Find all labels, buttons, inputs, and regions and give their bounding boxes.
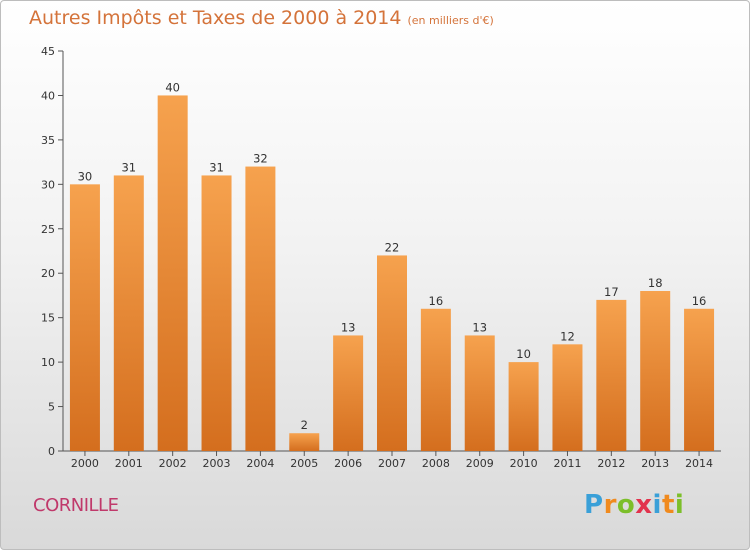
x-tick-label: 2012: [597, 457, 625, 470]
y-tick-label: 0: [48, 445, 55, 458]
chart-title: Autres Impôts et Taxes de 2000 à 2014 (en…: [29, 7, 494, 29]
bar: [377, 255, 407, 451]
bar-value-label: 13: [472, 320, 487, 334]
bar: [552, 344, 583, 451]
proxiti-logo[interactable]: Proxiti: [584, 490, 684, 520]
bar: [69, 184, 100, 452]
bar-value-label: 10: [516, 347, 531, 361]
logo-letter: i: [674, 490, 685, 520]
chart-unit-text: (en milliers d'€): [407, 14, 494, 27]
city-name: CORNILLE: [33, 495, 119, 516]
y-tick-label: 40: [41, 89, 55, 102]
y-tick-label: 15: [41, 312, 55, 325]
bar-value-label: 16: [429, 294, 444, 308]
bar: [640, 291, 671, 451]
x-tick-label: 2009: [466, 457, 494, 470]
bar-value-label: 17: [604, 285, 619, 299]
bar-value-label: 32: [253, 152, 268, 166]
x-tick-label: 2008: [422, 457, 450, 470]
bar: [684, 308, 715, 451]
bar-value-label: 2: [301, 418, 308, 432]
bar-value-label: 31: [121, 160, 136, 174]
y-tick-label: 5: [48, 401, 55, 414]
x-tick-label: 2005: [290, 457, 318, 470]
bar: [201, 175, 232, 451]
x-tick-label: 2000: [71, 457, 99, 470]
x-tick-label: 2006: [334, 457, 362, 470]
x-tick-label: 2011: [553, 457, 581, 470]
bar-value-label: 16: [692, 294, 707, 308]
bar-value-label: 12: [560, 329, 575, 343]
x-tick-label: 2013: [641, 457, 669, 470]
x-tick-label: 2004: [246, 457, 274, 470]
bar-value-label: 30: [78, 169, 93, 183]
bar-value-label: 13: [341, 320, 356, 334]
logo-letter: o: [616, 490, 636, 520]
x-tick-label: 2007: [378, 457, 406, 470]
y-tick-label: 30: [41, 178, 55, 191]
bar: [508, 362, 539, 451]
x-tick-label: 2014: [685, 457, 713, 470]
logo-letter: i: [652, 490, 662, 520]
y-tick-label: 10: [41, 356, 55, 369]
bar: [157, 95, 188, 451]
chart-title-text: Autres Impôts et Taxes de 2000 à 2014: [29, 7, 402, 29]
y-tick-label: 45: [41, 45, 55, 58]
logo-letter: x: [635, 490, 653, 520]
x-tick-label: 2001: [115, 457, 143, 470]
logo-letter: P: [584, 490, 604, 520]
x-tick-label: 2003: [203, 457, 231, 470]
bar: [464, 335, 495, 451]
bar: [333, 335, 364, 451]
bar-value-label: 40: [165, 80, 180, 94]
y-tick-label: 25: [41, 223, 55, 236]
bar-value-label: 22: [385, 240, 400, 254]
y-tick-label: 35: [41, 134, 55, 147]
bar: [245, 166, 276, 452]
bar: [289, 433, 320, 451]
bar: [420, 308, 451, 451]
bar-value-label: 18: [648, 276, 663, 290]
y-tick-label: 20: [41, 267, 55, 280]
bar: [113, 175, 144, 451]
x-tick-label: 2010: [510, 457, 538, 470]
bar-value-label: 31: [209, 160, 224, 174]
x-tick-label: 2002: [159, 457, 187, 470]
logo-letter: r: [603, 490, 617, 520]
logo-letter: t: [661, 490, 675, 520]
bar: [596, 299, 627, 451]
